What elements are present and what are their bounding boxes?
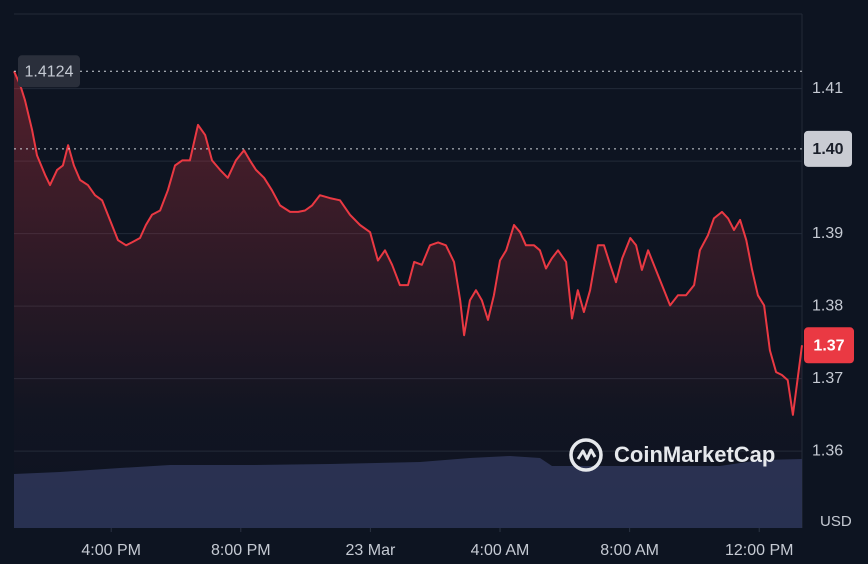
- open-badge: [804, 130, 852, 167]
- y-tick-label: 1.36: [812, 442, 843, 459]
- y-tick-label: 1.39: [812, 225, 843, 242]
- y-tick-label: 1.37: [812, 370, 843, 387]
- open-label: 1.40: [812, 141, 843, 158]
- high-label: 1.4124: [25, 63, 74, 80]
- x-tick-label: 12:00 PM: [725, 542, 793, 559]
- plot: [13, 70, 803, 529]
- price-line: [13, 70, 803, 416]
- price-area: [14, 71, 802, 529]
- x-tick-label: 8:00 PM: [211, 542, 271, 559]
- high-badge: [18, 55, 80, 88]
- y-tick-label: 1.38: [812, 297, 843, 314]
- y-axis-label: USD: [820, 513, 852, 530]
- x-tick-label: 23 Mar: [346, 542, 396, 559]
- watermark: CoinMarketCap: [614, 442, 775, 467]
- last-label: 1.37: [813, 338, 844, 355]
- x-tick-label: 4:00 PM: [81, 542, 141, 559]
- y-tick-label: 1.41: [812, 80, 843, 97]
- watermark-logo: [569, 438, 603, 472]
- x-tick-label: 8:00 AM: [600, 542, 659, 559]
- x-tick-label: 4:00 AM: [471, 542, 530, 559]
- last-badge: [804, 327, 854, 364]
